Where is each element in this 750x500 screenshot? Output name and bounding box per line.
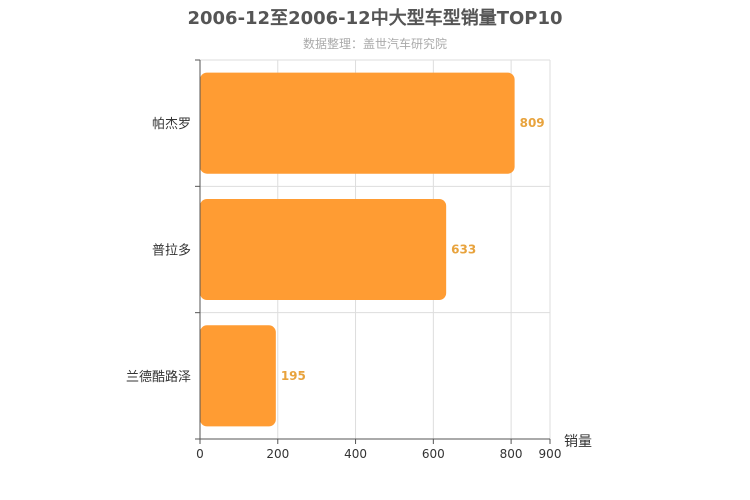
bar [200,72,515,174]
x-tick-label: 800 [500,447,523,461]
x-tick-label: 0 [196,447,204,461]
x-tick-label: 400 [344,447,367,461]
x-tick-label: 200 [266,447,289,461]
x-tick-label: 900 [539,447,562,461]
category-label: 帕杰罗 [152,117,191,132]
bar [200,325,276,427]
x-tick-label: 600 [422,447,445,461]
x-axis-title: 销量 [564,434,592,450]
bars: 809 633 195 [200,72,545,427]
category-label: 兰德酷路泽 [126,369,191,385]
data-label: 195 [281,369,306,383]
category-label: 普拉多 [152,243,191,259]
chart-title: 2006-12至2006-12中大型车型销量TOP10 [187,7,562,29]
data-label: 633 [451,243,476,257]
data-label: 809 [520,116,545,130]
chart-subtitle: 数据整理：盖世汽车研究院 [303,36,447,51]
bar [200,198,447,301]
